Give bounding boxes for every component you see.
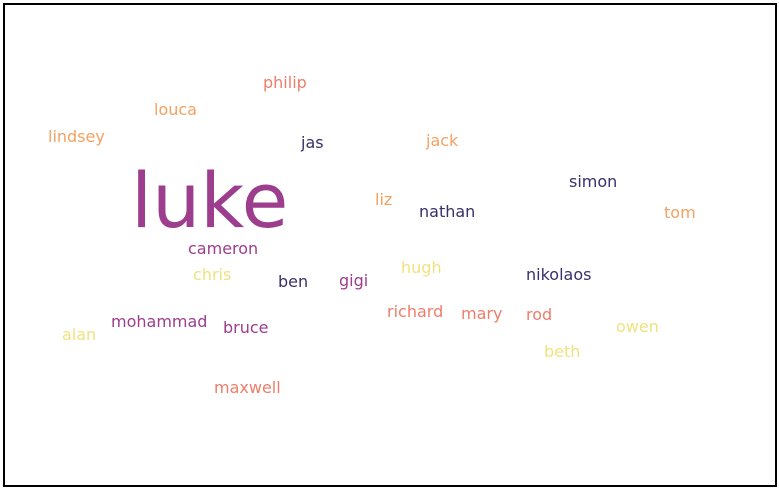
- word-maxwell: maxwell: [214, 378, 281, 397]
- word-chris: chris: [193, 265, 232, 284]
- word-ben: ben: [278, 272, 309, 291]
- word-rod: rod: [526, 305, 553, 324]
- word-philip: philip: [263, 73, 307, 92]
- word-beth: beth: [544, 342, 581, 361]
- word-cameron: cameron: [188, 239, 259, 258]
- word-tom: tom: [664, 203, 696, 222]
- word-nikolaos: nikolaos: [526, 265, 592, 284]
- word-liz: liz: [375, 190, 393, 209]
- word-jack: jack: [426, 131, 459, 150]
- word-owen: owen: [616, 317, 659, 336]
- word-lindsey: lindsey: [48, 127, 105, 146]
- word-bruce: bruce: [223, 318, 269, 337]
- word-simon: simon: [569, 172, 618, 191]
- word-hugh: hugh: [401, 258, 442, 277]
- word-nathan: nathan: [419, 202, 476, 221]
- word-richard: richard: [387, 302, 444, 321]
- word-cloud-frame: luke philip louca lindsey jas jack simon…: [3, 3, 777, 487]
- word-mary: mary: [461, 304, 503, 323]
- word-jas: jas: [301, 133, 324, 152]
- word-alan: alan: [62, 325, 97, 344]
- word-louca: louca: [154, 100, 197, 119]
- word-gigi: gigi: [339, 271, 369, 290]
- word-luke: luke: [131, 156, 289, 245]
- word-mohammad: mohammad: [111, 312, 208, 331]
